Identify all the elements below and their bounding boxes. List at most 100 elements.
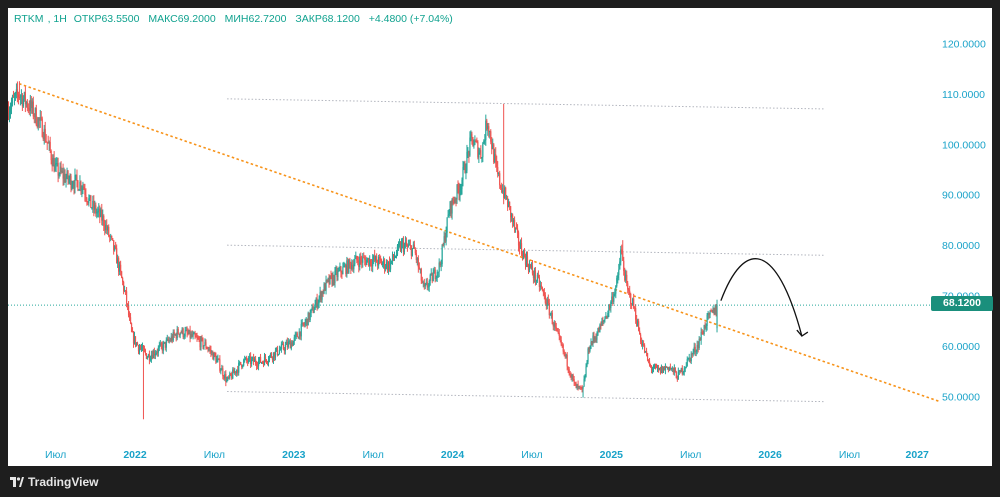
candle-body-553: [556, 328, 558, 332]
candle-body-503: [507, 198, 509, 208]
candle-260: [265, 359, 268, 364]
candle-body-325: [330, 275, 332, 277]
candle-body-191: [197, 337, 199, 339]
candle-body-120: [126, 303, 129, 306]
candle-body-661: [663, 366, 666, 370]
candle-body-330: [335, 270, 337, 272]
candle-body-532: [535, 280, 538, 282]
candle-body-199: [205, 342, 207, 348]
candle-46: [53, 151, 55, 173]
candle-180: [186, 326, 188, 338]
candle-body-341: [346, 260, 348, 275]
candle-668: [670, 367, 672, 371]
candle-337: [342, 262, 344, 275]
candle-body-507: [511, 214, 513, 218]
candle-313: [318, 295, 320, 308]
candle-523: [526, 251, 529, 268]
candle-body-431: [435, 277, 437, 279]
candle-body-24: [31, 101, 33, 109]
candle-body-494: [498, 173, 500, 175]
candle-body-203: [209, 349, 211, 351]
candle-body-4: [11, 96, 14, 104]
candle-92: [99, 205, 101, 224]
candle-420: [424, 282, 426, 290]
time-tick-label-1: 2022: [123, 449, 147, 461]
candle-body-573: [576, 384, 578, 389]
candle-body-10: [17, 94, 20, 98]
tradingview-logo[interactable]: TradingView: [10, 474, 98, 490]
candle-body-480: [484, 140, 486, 141]
candle-body-213: [219, 359, 221, 371]
price-axis[interactable]: 50.000060.000070.000080.000090.0000100.0…: [940, 8, 992, 442]
candle-body-675: [677, 371, 679, 380]
candle-body-322: [327, 278, 329, 280]
candle-body-359: [364, 257, 366, 260]
candle-599: [602, 316, 604, 326]
candle-body-677: [679, 370, 681, 373]
time-axis[interactable]: Июл 2022 Июл 2023 Июл 2024 Июл 2025 Июл 2026 Июл 20…: [8, 442, 992, 466]
candle-374: [379, 254, 381, 265]
candle-body-612: [615, 286, 617, 294]
candle-218: [224, 371, 226, 382]
candle-321: [326, 279, 328, 284]
candle-516: [519, 239, 522, 249]
candle-body-130: [136, 342, 139, 346]
candle-467: [471, 131, 473, 145]
candle-body-280: [285, 342, 287, 345]
candle-body-71: [78, 189, 80, 191]
candle-body-335: [340, 266, 342, 273]
plot-area[interactable]: [7, 8, 941, 442]
legend-open-value: 63.5500: [101, 13, 140, 25]
candle-388: [392, 253, 395, 262]
candle-94: [101, 203, 103, 226]
candle-382: [386, 259, 389, 273]
candle-642: [644, 350, 647, 353]
candle-312: [317, 299, 319, 310]
candle-body-287: [292, 341, 294, 346]
candle-656: [658, 367, 661, 371]
candle-body-72: [79, 181, 81, 190]
candle-body-205: [211, 352, 213, 353]
candle-596: [599, 323, 601, 333]
candle-body-392: [396, 245, 399, 255]
candle-100: [107, 225, 109, 235]
candle-407: [411, 248, 413, 257]
candle-body-258: [263, 356, 266, 366]
candle-98: [105, 220, 107, 234]
candle-462: [466, 144, 468, 174]
candle-31: [38, 117, 40, 129]
price-chart[interactable]: [7, 8, 941, 442]
candle-232: [238, 359, 240, 376]
candle-238: [244, 355, 246, 363]
candle-418: [422, 280, 424, 288]
candle-227: [233, 367, 235, 374]
candle-702: [704, 321, 706, 330]
candle-body-463: [467, 151, 469, 153]
candle-body-466: [470, 133, 472, 138]
candle-body-84: [91, 207, 93, 209]
candle-250: [255, 360, 258, 371]
candle-body-425: [429, 274, 431, 282]
candle-body-356: [361, 259, 363, 263]
candle-body-97: [104, 225, 106, 231]
candle-455: [459, 183, 461, 202]
candle-body-373: [378, 257, 380, 266]
candle-body-660: [662, 366, 665, 373]
candle-209: [215, 352, 217, 364]
candle-123: [129, 313, 132, 325]
candle-body-499: [503, 190, 505, 198]
candle-body-613: [616, 278, 618, 287]
candle-395: [399, 241, 402, 253]
candle-144: [150, 350, 152, 363]
candle-body-348: [353, 264, 355, 270]
candle-559: [562, 343, 564, 355]
candle-body-114: [121, 271, 123, 278]
candle-236: [242, 364, 244, 369]
candle-459: [463, 161, 465, 171]
candle-body-159: [165, 340, 167, 348]
candle-311: [316, 293, 318, 311]
candle-669: [671, 366, 673, 372]
candle-573: [576, 383, 578, 390]
candle-body-150: [156, 352, 158, 354]
candle-483: [487, 123, 489, 136]
